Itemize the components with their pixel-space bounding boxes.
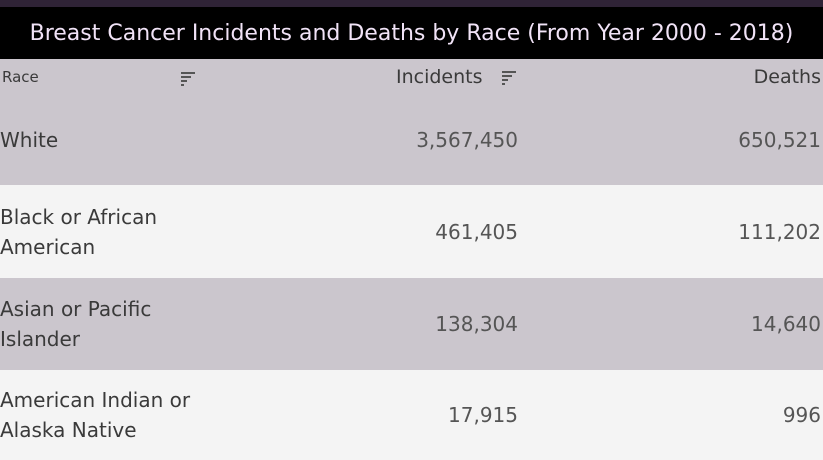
top-bar	[0, 0, 823, 7]
table-header: Race Incidents Deaths	[0, 59, 823, 95]
race-cell: Asian or Pacific Islander	[0, 297, 152, 351]
column-header-deaths[interactable]: Deaths	[753, 66, 821, 88]
deaths-cell: 14,640	[751, 312, 821, 336]
race-cell: American Indian or Alaska Native	[0, 388, 191, 442]
table-row: White 3,567,450 650,521	[0, 95, 823, 185]
race-cell: White	[0, 128, 59, 152]
deaths-cell: 650,521	[738, 128, 821, 152]
column-header-race[interactable]: Race	[2, 68, 39, 86]
deaths-cell: 111,202	[738, 220, 821, 244]
incidents-cell: 138,304	[435, 312, 518, 336]
table-row: American Indian or Alaska Native 17,915 …	[0, 370, 823, 460]
sort-icon[interactable]	[500, 68, 518, 86]
incidents-cell: 3,567,450	[416, 128, 518, 152]
chart-title: Breast Cancer Incidents and Deaths by Ra…	[0, 7, 823, 59]
race-cell: Black or African American	[0, 205, 158, 259]
sort-icon[interactable]	[179, 69, 197, 87]
incidents-cell: 461,405	[435, 220, 518, 244]
table-row: Black or African American 461,405 111,20…	[0, 186, 823, 278]
column-header-incidents[interactable]: Incidents	[396, 66, 483, 88]
deaths-cell: 996	[782, 403, 821, 427]
incidents-cell: 17,915	[448, 403, 518, 427]
table-row: Asian or Pacific Islander 138,304 14,640	[0, 278, 823, 370]
row-divider	[0, 185, 220, 186]
